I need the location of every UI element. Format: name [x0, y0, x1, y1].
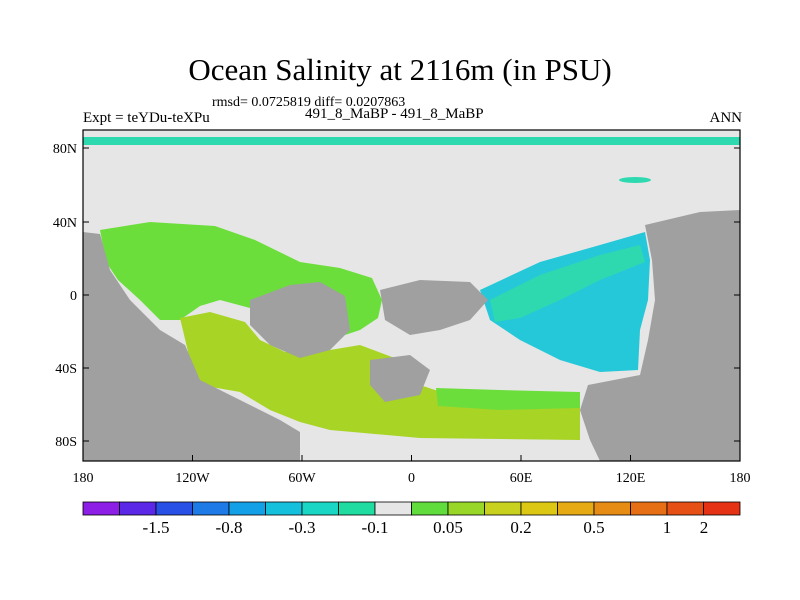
comparison-text: 491_8_MaBP - 491_8_MaBP	[305, 106, 484, 122]
colorbar-label: -0.3	[289, 518, 316, 537]
colorbar-swatch	[228, 501, 266, 516]
season-label: ANN	[709, 110, 743, 126]
lat-tick-label: 80S	[55, 435, 77, 450]
land-antarctic-island	[370, 355, 430, 402]
lon-tick-label: 180	[73, 471, 94, 486]
colorbar-swatch	[155, 501, 193, 516]
colorbar-swatch	[630, 501, 668, 516]
experiment-label: Expt = teYDu-teXPu	[83, 110, 210, 126]
land-asia-australia	[580, 210, 740, 461]
colorbar-swatch	[82, 501, 120, 516]
lon-tick-label: 120W	[175, 471, 210, 486]
arctic-band	[83, 137, 740, 145]
colorbar-label: 0.2	[510, 518, 531, 537]
colorbar-label: 2	[700, 518, 709, 537]
lat-tick-label: 40N	[53, 216, 77, 231]
colorbar-swatch	[703, 501, 741, 516]
land-south-america	[250, 282, 350, 358]
lon-tick-label: 180	[730, 471, 751, 486]
colorbar-label: -1.5	[143, 518, 170, 537]
teal-region-indian	[490, 245, 645, 322]
green-region-south-atlantic	[436, 388, 580, 410]
lon-tick-label: 120E	[616, 471, 646, 486]
lat-axis: 80N 40N 0 40S 80S	[53, 142, 740, 450]
lat-tick-label: 80N	[53, 142, 77, 157]
colorbar-swatch	[374, 501, 412, 516]
colorbar-label: 0.5	[583, 518, 604, 537]
lon-tick-label: 60E	[510, 471, 533, 486]
colorbar-label: 1	[663, 518, 672, 537]
colorbar-swatch	[593, 501, 631, 516]
land-africa	[380, 280, 488, 335]
colorbar-swatch	[119, 501, 157, 516]
lon-tick-label: 0	[408, 471, 415, 486]
lat-tick-label: 0	[70, 289, 77, 304]
stats-text: rmsd= 0.0725819 diff= 0.0207863	[212, 95, 406, 110]
colorbar-label: -0.8	[216, 518, 243, 537]
colorbar	[82, 501, 741, 516]
colorbar-swatch	[265, 501, 303, 516]
colorbar-swatch	[484, 501, 522, 516]
colorbar-swatch	[192, 501, 230, 516]
north-patch	[619, 177, 651, 183]
colorbar-swatch	[520, 501, 558, 516]
land-americas-west	[83, 232, 300, 461]
lon-axis: 180 120W 60W 0 60E 120E 180	[73, 455, 751, 486]
colorbar-swatch	[338, 501, 376, 516]
colorbar-swatch	[557, 501, 595, 516]
lon-tick-label: 60W	[288, 471, 316, 486]
colorbar-swatch	[447, 501, 485, 516]
colorbar-labels: -1.5 -0.8 -0.3 -0.1 0.05 0.2 0.5 1 2	[143, 518, 709, 537]
colorbar-swatch	[301, 501, 339, 516]
lat-tick-label: 40S	[55, 362, 77, 377]
colorbar-label: 0.05	[433, 518, 463, 537]
colorbar-swatch	[666, 501, 704, 516]
colorbar-swatch	[411, 501, 449, 516]
plot-title: Ocean Salinity at 2116m (in PSU)	[188, 52, 612, 87]
colorbar-label: -0.1	[362, 518, 389, 537]
